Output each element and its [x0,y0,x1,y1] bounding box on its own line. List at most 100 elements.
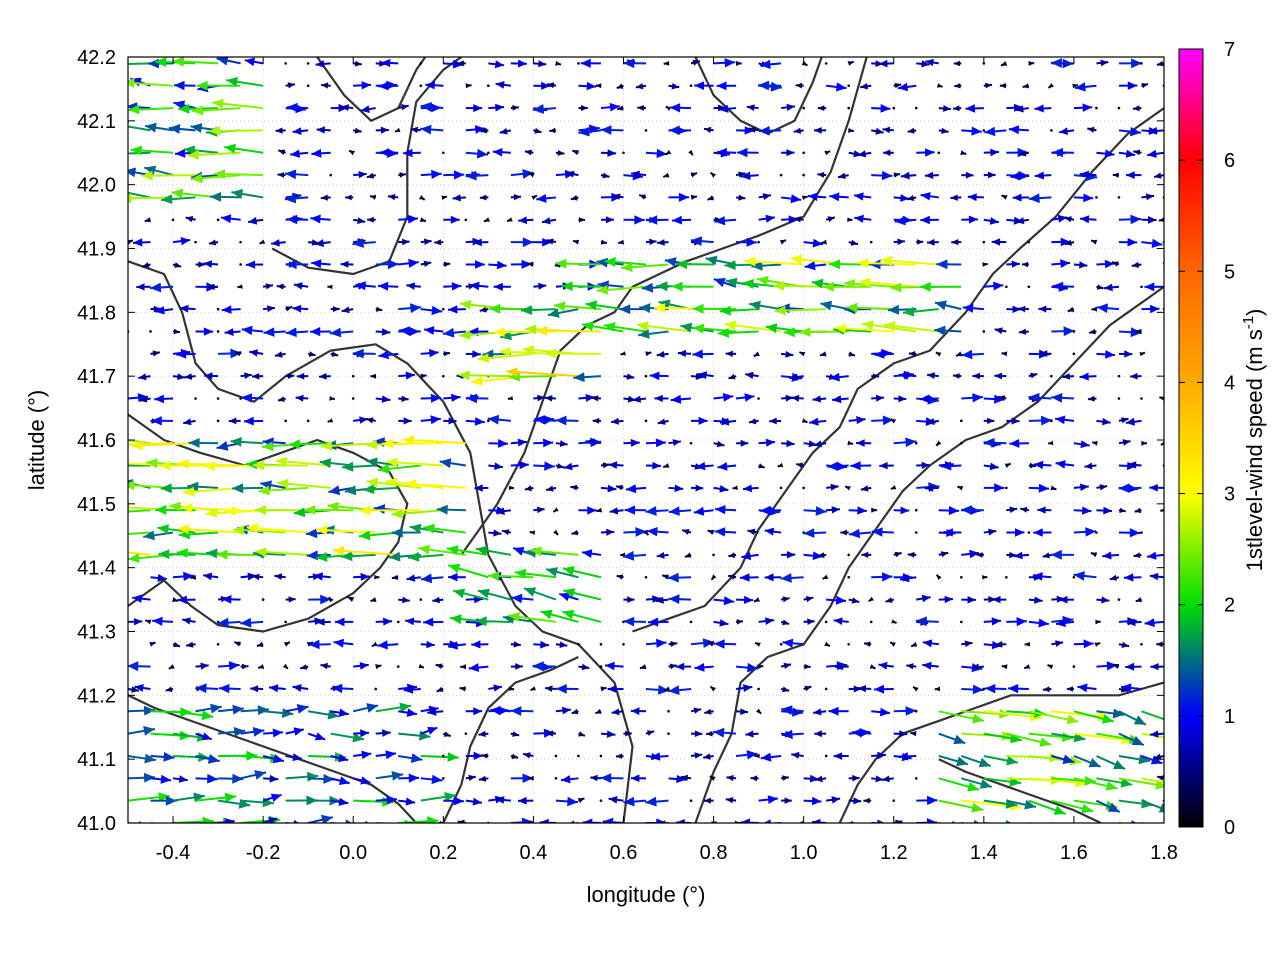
wind-vector [600,730,616,738]
wind-vector [375,750,397,760]
wind-vector [951,239,962,246]
wind-vector [983,754,1019,766]
wind-vector [1073,755,1101,768]
wind-vector [1096,303,1120,313]
wind-vector [282,663,289,670]
wind-vector [645,461,661,470]
wind-vector [371,641,378,648]
wind-vector [759,505,782,516]
colorbar-tick-label: 1 [1224,706,1235,728]
wind-vector [452,588,489,601]
wind-vector [533,461,555,471]
wind-vector [419,598,423,601]
wind-vector [668,192,690,202]
wind-vector [691,730,703,737]
wind-vector [203,572,219,581]
wind-vector [735,393,755,402]
wind-vector [328,596,334,603]
wind-vector [128,151,129,153]
wind-vector [522,752,534,759]
wind-vector [961,596,976,604]
wind-vector [748,126,759,133]
wind-vector [190,574,197,580]
wind-vector [707,529,715,535]
wind-vector [846,302,894,313]
wind-vector [600,686,607,692]
wind-vector [578,105,588,112]
wind-vector [128,479,151,489]
wind-vector [1125,417,1142,426]
wind-vector [559,592,579,602]
wind-vector [863,797,872,804]
wind-vector [813,440,827,448]
wind-vector [604,257,647,267]
wind-vector [1005,575,1008,579]
wind-vector [531,194,538,200]
wind-vector [420,640,435,649]
wind-vector [423,617,444,627]
wind-vector [330,708,349,717]
wind-vector [128,726,156,736]
wind-vector [578,506,597,515]
wind-vector [644,374,648,378]
wind-vector [352,703,379,713]
wind-vector [982,129,986,132]
wind-vector [306,62,310,65]
wind-vector [259,239,266,245]
wind-vector [1118,507,1126,513]
wind-vector [799,351,806,357]
wind-vector [207,283,219,291]
wind-vector [131,440,196,451]
wind-vector [623,438,640,447]
wind-vector [1006,617,1027,627]
wind-vector [546,730,556,737]
wind-vector [1120,683,1142,693]
wind-vector [1156,641,1164,648]
wind-vector [572,239,580,245]
wind-vector [802,486,805,490]
wind-vector [902,306,939,317]
wind-vector [1050,549,1074,560]
wind-vector [176,349,196,359]
wind-vector [697,371,714,380]
wind-vector [893,82,902,89]
wind-vector [817,552,827,559]
wind-vector [1051,326,1075,337]
x-tick-label: 0.2 [429,842,457,864]
wind-vector [310,214,331,224]
wind-vector [897,82,917,92]
wind-vector [1072,330,1076,333]
wind-vector [668,506,692,516]
wind-vector [1015,217,1030,225]
wind-vector [925,58,939,67]
wind-vector [183,486,241,497]
wind-vector [848,797,862,805]
wind-vector [533,81,551,90]
wind-vector [961,393,983,403]
wind-vector [258,485,309,496]
wind-vector [396,620,400,624]
wind-vector [284,193,309,204]
wind-vector [330,776,350,785]
wind-vector [555,258,601,269]
wind-vector [1103,283,1120,292]
wind-vector [848,506,867,515]
wind-vector [952,105,962,112]
wind-vector [306,84,310,88]
wind-vector [713,619,729,627]
contour-line [271,57,462,276]
wind-vector [857,685,872,693]
wind-vector [938,755,969,767]
wind-vector [536,325,601,336]
colorbar-tick-label: 4 [1224,372,1235,394]
wind-vector [263,774,279,783]
wind-vector [1158,217,1164,223]
wind-vector [352,348,376,359]
wind-vector [1118,149,1136,158]
wind-vector [758,80,782,91]
wind-vector [232,483,264,494]
wind-vector [695,462,714,471]
wind-vector [420,348,439,358]
wind-vector [690,59,701,66]
wind-vector [1021,261,1029,268]
